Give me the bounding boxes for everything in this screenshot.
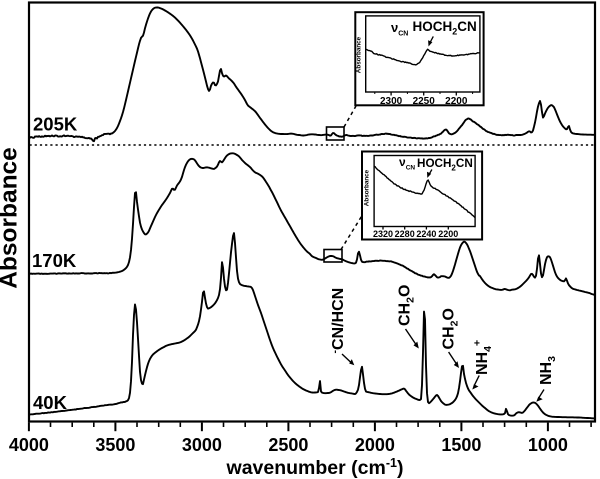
svg-text:2300: 2300 xyxy=(380,96,403,107)
svg-text:Absorbance: Absorbance xyxy=(364,169,371,206)
svg-text:1500: 1500 xyxy=(441,435,481,455)
svg-text:NH3: NH3 xyxy=(538,356,558,385)
svg-text:Absorbance: Absorbance xyxy=(356,36,363,73)
svg-text:2280: 2280 xyxy=(395,229,415,239)
svg-text:Absorbance: Absorbance xyxy=(0,147,23,289)
svg-text:CH2O: CH2O xyxy=(441,308,461,349)
svg-text:1000: 1000 xyxy=(528,435,568,455)
svg-text:3000: 3000 xyxy=(182,435,222,455)
svg-text:wavenumber (cm-1): wavenumber (cm-1) xyxy=(226,456,404,479)
svg-text:170K: 170K xyxy=(32,250,77,271)
svg-text:205K: 205K xyxy=(33,114,78,135)
svg-text:HOCH2CN: HOCH2CN xyxy=(413,19,477,37)
svg-text:CH2O: CH2O xyxy=(397,285,417,326)
svg-text:2240: 2240 xyxy=(416,229,436,239)
svg-text:2000: 2000 xyxy=(355,435,395,455)
svg-text:-CN/HCN: -CN/HCN xyxy=(329,288,347,354)
svg-text:3500: 3500 xyxy=(95,435,135,455)
svg-text:HOCH2CN: HOCH2CN xyxy=(417,157,473,173)
svg-text:40K: 40K xyxy=(33,392,68,413)
svg-text:2200: 2200 xyxy=(445,96,468,107)
svg-text:4000: 4000 xyxy=(9,435,49,455)
svg-text:2500: 2500 xyxy=(268,435,308,455)
svg-text:2250: 2250 xyxy=(413,96,436,107)
svg-text:2200: 2200 xyxy=(438,229,458,239)
svg-text:2320: 2320 xyxy=(373,229,393,239)
